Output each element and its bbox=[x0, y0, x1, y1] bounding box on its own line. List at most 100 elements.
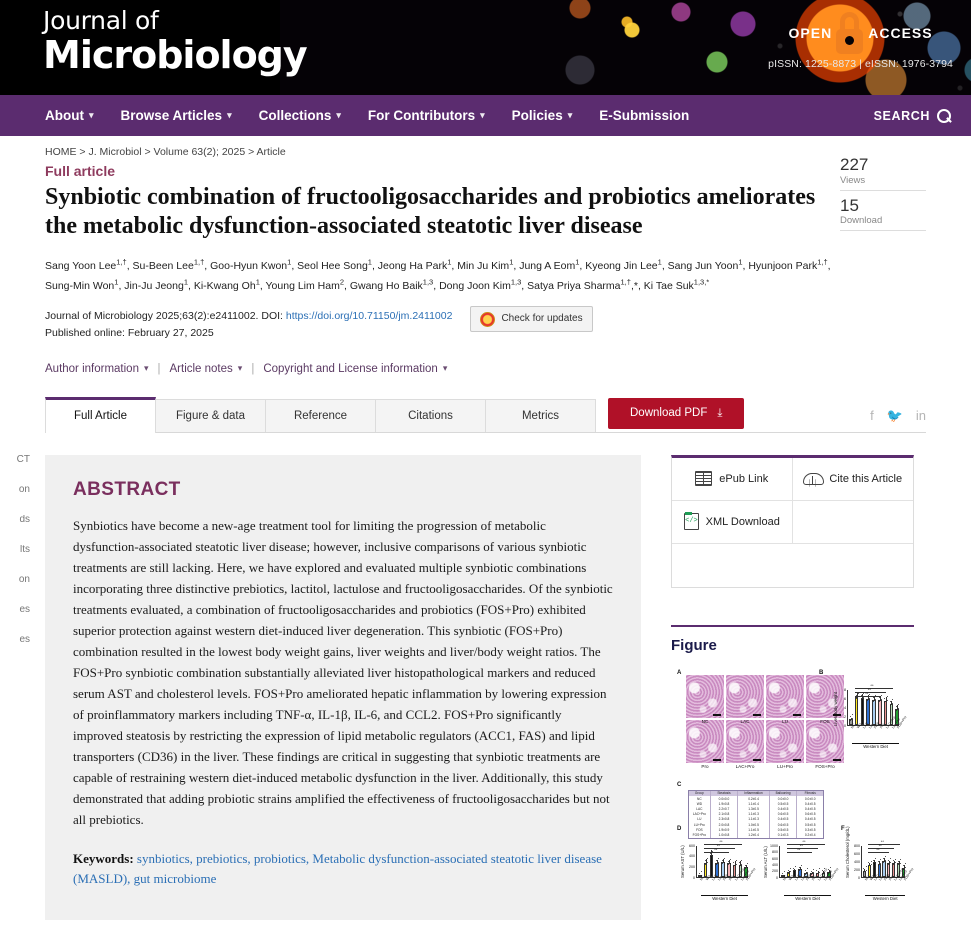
tab-metrics[interactable]: Metrics bbox=[485, 398, 596, 432]
journal-logo[interactable]: Journal of Microbiology bbox=[43, 8, 308, 74]
tab-full-article[interactable]: Full Article bbox=[45, 396, 156, 433]
histology-grid bbox=[686, 674, 844, 763]
rail-item-discussion[interactable]: on bbox=[18, 574, 30, 585]
rail-item-results[interactable]: lts bbox=[20, 544, 30, 555]
data-point bbox=[863, 871, 865, 873]
bar-FOS bbox=[882, 860, 886, 877]
table-row: LU 2.3±0.8 1.1±0.3 0.4±0.5 0.4±0.5 bbox=[689, 816, 823, 822]
data-point bbox=[867, 699, 869, 701]
xml-download-button[interactable]: XML Download bbox=[672, 500, 793, 544]
download-pdf-button[interactable]: Download PDF ⤓ bbox=[608, 397, 745, 429]
chevron-down-icon: ▾ bbox=[237, 363, 243, 374]
error-bar bbox=[788, 870, 790, 873]
data-point bbox=[804, 873, 806, 875]
tab-label-reference: Reference bbox=[293, 409, 348, 422]
search-button[interactable]: SEARCH bbox=[874, 108, 951, 123]
keywords-block: Keywords: synbiotics, prebiotics, probio… bbox=[73, 849, 613, 891]
views-label: Views bbox=[840, 174, 866, 186]
data-point bbox=[783, 871, 785, 873]
error-bar bbox=[879, 860, 881, 864]
data-point bbox=[887, 864, 889, 866]
rail-item-figures[interactable]: es bbox=[19, 634, 30, 645]
data-point bbox=[700, 871, 702, 873]
significance-line bbox=[787, 851, 813, 853]
keywords-list[interactable]: synbiotics, prebiotics, probiotics, Meta… bbox=[73, 850, 602, 887]
bar-Pro bbox=[726, 863, 731, 877]
data-point bbox=[801, 868, 803, 870]
table-cell: 0.2±0.4 bbox=[738, 796, 770, 802]
significance-line bbox=[867, 843, 900, 845]
author-list-text: Sang Yoon Lee1,†, Su-Been Lee1,†, Goo-Hy… bbox=[45, 257, 831, 292]
bar-FOS bbox=[872, 700, 876, 725]
rail-item-abstract[interactable]: CT bbox=[16, 454, 30, 465]
rail-item-introduction[interactable]: on bbox=[18, 484, 30, 495]
tools-empty-cell bbox=[792, 501, 913, 544]
data-point bbox=[878, 864, 880, 866]
publication-info: Journal of Microbiology 2025;63(2):e2411… bbox=[45, 306, 926, 341]
bar-FOS+Pro bbox=[744, 867, 748, 877]
nav-item-for-contributors[interactable]: For Contributors ▾ bbox=[368, 108, 485, 123]
breadcrumb[interactable]: HOME > J. Microbiol > Volume 63(2); 2025… bbox=[45, 146, 286, 158]
error-bar bbox=[850, 717, 852, 719]
article-content: CT on ds lts on es es ABSTRACT Synbiotic… bbox=[0, 433, 971, 921]
data-point bbox=[712, 850, 714, 852]
article-notes-toggle[interactable]: Article notes ▾ bbox=[170, 363, 243, 375]
data-point bbox=[890, 701, 892, 703]
author-information-toggle[interactable]: Author information ▾ bbox=[45, 363, 149, 375]
cite-article-button[interactable]: Cite this Article bbox=[792, 458, 913, 501]
panel-letter-F: F bbox=[841, 825, 845, 832]
nav-item-e-submission[interactable]: E-Submission bbox=[599, 108, 689, 123]
y-tick-label: 6 bbox=[844, 696, 846, 701]
data-point bbox=[739, 865, 741, 867]
data-point bbox=[744, 868, 746, 870]
significance-line bbox=[787, 847, 819, 849]
data-point bbox=[721, 859, 723, 861]
table-cell: 0.6±0.5 bbox=[770, 821, 798, 828]
nav-item-collections[interactable]: Collections ▾ bbox=[259, 108, 341, 123]
histology-image bbox=[726, 719, 764, 763]
histology-image bbox=[806, 719, 844, 763]
divider: | bbox=[251, 362, 255, 375]
figure-thumbnail[interactable]: ABCDEFNCLACLUFOSProLAC+ProLU+ProFOS+ProN… bbox=[671, 663, 914, 912]
significance-line bbox=[855, 687, 893, 689]
facebook-icon[interactable]: f bbox=[870, 408, 874, 424]
rail-item-references[interactable]: es bbox=[19, 604, 30, 615]
histology-label: LU+Pro bbox=[777, 763, 793, 769]
epub-link-button[interactable]: ePub Link bbox=[672, 457, 793, 501]
epub-icon bbox=[695, 471, 713, 487]
copyright-license-toggle[interactable]: Copyright and License information ▾ bbox=[263, 363, 447, 375]
error-bar bbox=[794, 868, 796, 871]
nav-item-policies[interactable]: Policies ▾ bbox=[512, 108, 573, 123]
linkedin-icon[interactable]: in bbox=[915, 408, 926, 424]
check-for-updates-button[interactable]: Check for updates bbox=[470, 306, 593, 332]
y-tick-label: 800 bbox=[772, 850, 778, 855]
data-point bbox=[870, 860, 872, 862]
data-point bbox=[899, 862, 901, 864]
open-access-word-access: ACCESS bbox=[868, 25, 933, 41]
doi-link[interactable]: https://doi.org/10.71150/jm.2411002 bbox=[285, 310, 453, 323]
data-point bbox=[875, 699, 877, 701]
tab-reference[interactable]: Reference bbox=[265, 398, 376, 432]
y-tick-label: 400 bbox=[772, 863, 778, 867]
data-point bbox=[861, 695, 863, 697]
data-point bbox=[812, 868, 814, 870]
data-point bbox=[795, 865, 797, 867]
nav-item-browse-articles[interactable]: Browse Articles ▾ bbox=[121, 108, 232, 123]
data-point bbox=[902, 868, 904, 870]
bar-WD bbox=[854, 697, 859, 725]
tab-citations[interactable]: Citations bbox=[375, 398, 486, 432]
tab-label-metrics: Metrics bbox=[521, 409, 560, 422]
y-tick-label: 4 bbox=[844, 705, 846, 710]
data-point bbox=[897, 860, 899, 862]
rail-item-methods[interactable]: ds bbox=[19, 514, 30, 525]
data-point bbox=[727, 864, 729, 866]
twitter-icon[interactable]: 🐦 bbox=[886, 407, 903, 423]
article-info-links: Author information ▾ | Article notes ▾ |… bbox=[45, 363, 926, 375]
table-cell: 0.4±0.5 bbox=[804, 806, 816, 811]
nav-item-about[interactable]: About ▾ bbox=[45, 108, 94, 123]
data-point bbox=[816, 873, 818, 875]
data-point bbox=[739, 861, 741, 863]
panel-letter-B: B bbox=[819, 669, 824, 676]
tab-figure-and-data[interactable]: Figure & data bbox=[155, 398, 266, 432]
table-row: WD 1.9±0.8 1.1±0.4 0.5±0.5 0.4±0.5 bbox=[689, 801, 823, 807]
